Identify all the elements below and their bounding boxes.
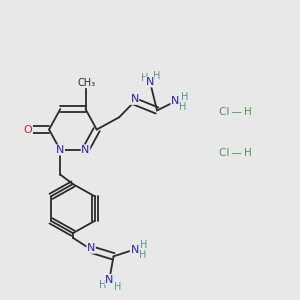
Text: H: H (140, 240, 147, 250)
Text: N: N (87, 243, 95, 253)
Text: N: N (105, 274, 113, 284)
Text: H: H (139, 250, 146, 260)
Text: N: N (171, 97, 179, 106)
Text: CH₃: CH₃ (78, 78, 96, 88)
Text: Cl — H: Cl — H (219, 148, 252, 158)
Text: N: N (130, 244, 139, 254)
Text: H: H (153, 71, 161, 81)
Text: H: H (100, 280, 107, 290)
Text: H: H (113, 282, 121, 292)
Text: N: N (130, 94, 139, 104)
Text: H: H (181, 92, 188, 102)
Text: N: N (146, 77, 154, 87)
Text: H: H (141, 73, 148, 83)
Text: N: N (81, 145, 90, 155)
Text: N: N (56, 145, 64, 155)
Text: H: H (178, 103, 186, 112)
Text: Cl — H: Cl — H (219, 107, 252, 117)
Text: O: O (24, 124, 32, 135)
